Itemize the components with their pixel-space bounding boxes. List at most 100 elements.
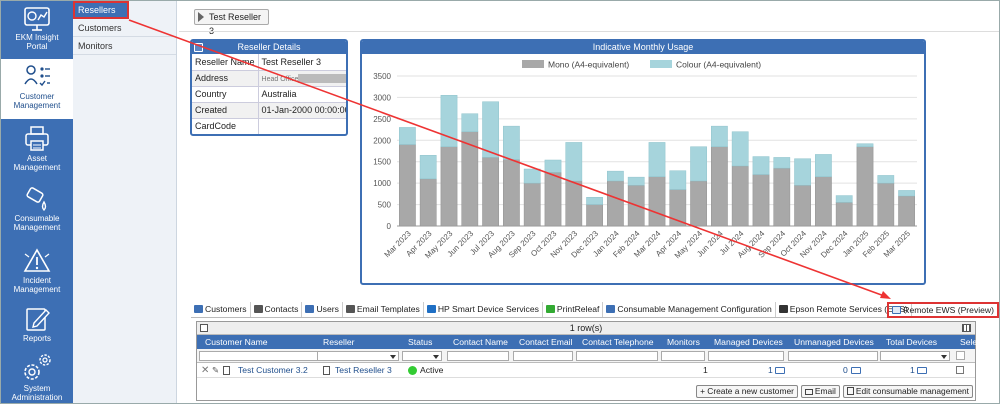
tab-icon: [253, 305, 263, 313]
nav-item-consumable-management[interactable]: Consumable Management: [1, 181, 73, 239]
submenu-item-customers[interactable]: Customers: [73, 19, 176, 37]
column-filter[interactable]: [317, 351, 399, 361]
tab-label: Email Templates: [356, 304, 420, 314]
bar: [648, 142, 666, 177]
document-icon[interactable]: [223, 366, 230, 375]
select-checkbox[interactable]: [956, 366, 964, 374]
column-filter[interactable]: [199, 351, 321, 361]
nav-item-asset-management[interactable]: Asset Management: [1, 121, 73, 179]
delete-icon[interactable]: ✕: [201, 365, 210, 376]
column-filter[interactable]: [880, 351, 950, 361]
tab-icon: [778, 305, 788, 313]
tab-hp-smart-device-services[interactable]: HP Smart Device Services: [424, 302, 543, 317]
column-filter[interactable]: [402, 351, 442, 361]
y-tick-label: 0: [387, 222, 392, 231]
submenu-item-resellers[interactable]: Resellers: [73, 1, 129, 19]
bar: [627, 185, 645, 227]
main-nav: EKM Insight Portal Customer Management A…: [1, 1, 73, 403]
tab-customers[interactable]: Customers: [191, 302, 251, 317]
y-tick-label: 3500: [373, 72, 391, 81]
email-button[interactable]: Email: [800, 385, 840, 398]
column-header[interactable]: Customer Name: [205, 337, 268, 347]
details-key: Address: [192, 70, 259, 87]
bar: [690, 146, 707, 182]
column-filter[interactable]: [661, 351, 705, 361]
column-filter[interactable]: [447, 351, 509, 361]
usage-chart: Mono (A4-equivalent) Colour (A4-equivalen…: [373, 60, 917, 260]
bar: [752, 156, 770, 175]
tab-contacts[interactable]: Contacts: [251, 302, 303, 317]
y-tick-label: 3000: [373, 93, 391, 102]
printer-icon: [851, 367, 861, 374]
column-filter[interactable]: [576, 351, 658, 361]
submenu-item-monitors[interactable]: Monitors: [73, 37, 176, 55]
document-icon: [323, 366, 330, 375]
tab-users[interactable]: Users: [302, 302, 343, 317]
edit-consumable-label: Edit consumable management: [855, 386, 969, 396]
column-filter[interactable]: [513, 351, 573, 361]
column-header[interactable]: Contact Name: [453, 337, 508, 347]
column-header[interactable]: Monitors: [667, 337, 700, 347]
column-filter[interactable]: [788, 351, 878, 361]
bar: [523, 182, 541, 227]
column-header[interactable]: Status: [408, 337, 433, 347]
bar: [461, 131, 479, 227]
bar: [856, 143, 874, 147]
nav-item-reports[interactable]: Reports: [1, 301, 73, 351]
bar: [482, 157, 499, 227]
managed-devices-link[interactable]: 1: [768, 365, 773, 375]
column-header[interactable]: Contact Email: [519, 337, 573, 347]
breadcrumb[interactable]: Test Reseller 3: [194, 9, 269, 36]
tab-remote-ews[interactable]: Remote EWS (Preview): [887, 302, 999, 318]
y-tick-label: 1000: [373, 179, 391, 188]
nav-item-insight-portal[interactable]: EKM Insight Portal: [1, 1, 73, 59]
customer-management-icon: [24, 65, 50, 87]
bar: [565, 142, 583, 182]
select-all-checkbox[interactable]: [956, 351, 965, 360]
bar: [794, 185, 811, 227]
report-icon: [26, 308, 50, 331]
grid-filter-row: [197, 349, 975, 363]
total-devices-link[interactable]: 1: [910, 365, 915, 375]
bar: [731, 165, 749, 227]
status-dot-icon: [408, 366, 417, 375]
create-customer-button[interactable]: + Create a new customer: [696, 385, 798, 398]
tab-email-templates[interactable]: Email Templates: [343, 302, 424, 317]
customer-name-link[interactable]: Test Customer 3.2: [238, 365, 308, 375]
bar: [815, 154, 832, 177]
edit-consumable-management-button[interactable]: Edit consumable management: [842, 385, 973, 398]
tab-printreleaf[interactable]: PrintReleaf: [543, 302, 604, 317]
edit-icon[interactable]: ✎: [212, 365, 220, 375]
copy-icon[interactable]: [200, 324, 208, 332]
bar: [419, 155, 437, 180]
columns-icon[interactable]: [962, 324, 971, 332]
tab-consumable-management-configuration[interactable]: Consumable Management Configuration: [603, 302, 776, 317]
bar: [731, 131, 749, 167]
document-icon: [846, 387, 854, 395]
column-header[interactable]: Managed Devices: [714, 337, 783, 347]
nav-item-customer-management[interactable]: Customer Management: [1, 59, 73, 119]
column-header[interactable]: Reseller: [323, 337, 355, 347]
grid-buttons: + Create a new customer Email Edit consuma…: [693, 385, 973, 399]
legend-swatch: [650, 60, 672, 68]
column-filter[interactable]: [708, 351, 784, 361]
reseller-link[interactable]: Test Reseller 3: [335, 365, 392, 375]
column-header[interactable]: Contact Telephone: [582, 337, 654, 347]
column-header[interactable]: Select: [960, 337, 984, 347]
details-key: CardCode: [192, 118, 259, 134]
tab-epson-remote-services-ers[interactable]: Epson Remote Services (ERS): [776, 302, 912, 317]
column-header[interactable]: Unmanaged Devices: [794, 337, 874, 347]
bar: [419, 178, 437, 227]
nav-label: Consumable Management: [13, 214, 61, 232]
column-header[interactable]: Total Devices: [886, 337, 938, 347]
dashboard-icon: [24, 7, 50, 31]
nav-item-incident-management[interactable]: Incident Management: [1, 243, 73, 301]
nav-item-system-administration[interactable]: System Administration: [1, 351, 73, 403]
bar: [503, 159, 520, 227]
details-row: Reseller Name Test Reseller 3: [192, 54, 346, 71]
legend-item: Colour (A4-equivalent): [650, 60, 761, 70]
nav-label: Customer Management: [13, 92, 61, 110]
unmanaged-devices-link[interactable]: 0: [843, 365, 848, 375]
tab-icon: [426, 305, 436, 313]
details-table: Reseller Name Test Reseller 3 Address Head…: [192, 54, 346, 134]
